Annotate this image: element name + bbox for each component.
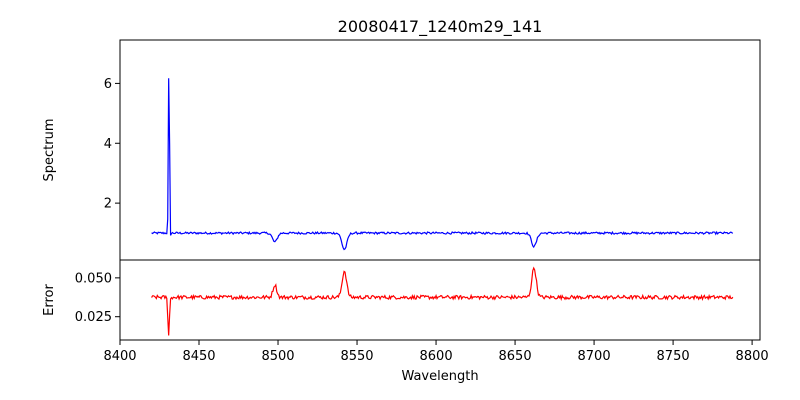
x-axis-ticks: 8400 8450 8500 8550 8600 8650 8700 8750 8800: [103, 340, 769, 364]
spectrum-y-tick-label: 2: [104, 197, 112, 212]
x-tick-label: 8500: [261, 349, 294, 364]
error-y-ticks: 0.025 0.050: [75, 271, 120, 325]
x-tick-label: 8550: [340, 349, 373, 364]
x-tick-label: 8600: [420, 349, 453, 364]
error-line: [151, 266, 734, 336]
spectrum-y-tick-label: 6: [104, 77, 112, 92]
x-tick-label: 8400: [103, 349, 136, 364]
spectrum-y-tick-label: 4: [104, 137, 112, 152]
chart-title: 20080417_1240m29_141: [338, 17, 543, 37]
spectrum-y-ticks: 2 4 6: [104, 77, 120, 212]
error-y-tick-label: 0.025: [75, 310, 112, 325]
x-axis-label: Wavelength: [401, 369, 478, 384]
spectrum-line: [151, 78, 734, 251]
error-ylabel: Error: [42, 284, 57, 316]
x-tick-label: 8800: [736, 349, 769, 364]
x-tick-label: 8650: [499, 349, 532, 364]
error-panel: 0.025 0.050 Error: [42, 259, 761, 341]
error-axes-frame: [119, 259, 761, 341]
spectrum-ylabel: Spectrum: [42, 119, 57, 182]
x-tick-label: 8450: [182, 349, 215, 364]
x-tick-label: 8750: [657, 349, 690, 364]
error-y-tick-label: 0.050: [75, 271, 112, 286]
x-tick-label: 8700: [578, 349, 611, 364]
